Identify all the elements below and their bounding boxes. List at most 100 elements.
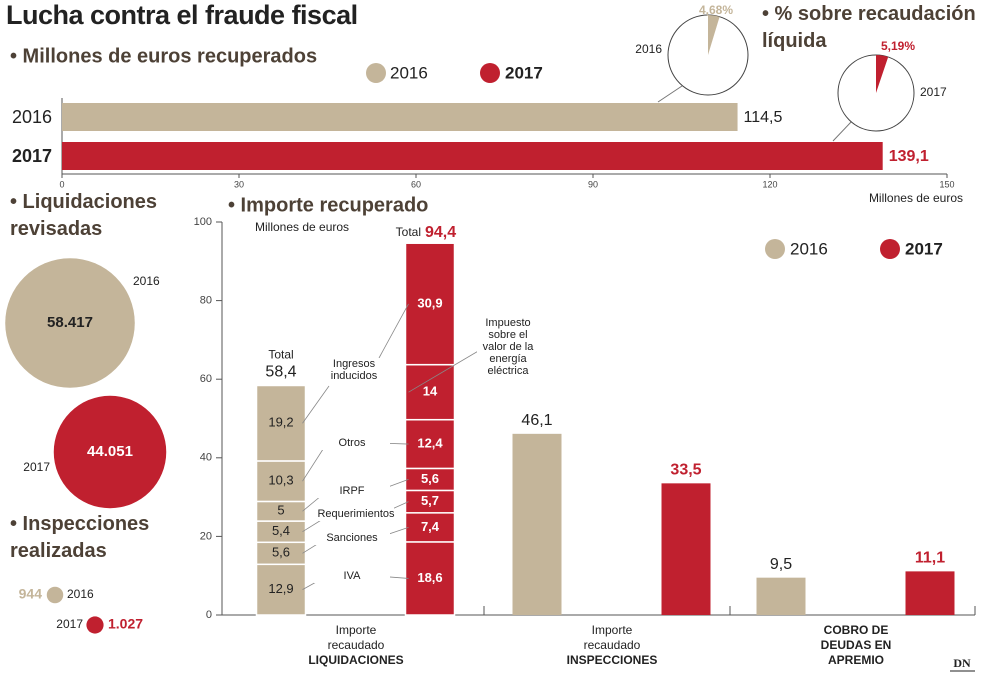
pie-slice xyxy=(876,55,889,93)
total-label: Total xyxy=(396,225,421,239)
value-label: 33,5 xyxy=(670,462,701,479)
category-label: 2017 xyxy=(12,146,52,166)
value-label: 114,5 xyxy=(744,109,783,126)
legend-label: 2016 xyxy=(790,239,828,258)
value-label: 944 xyxy=(19,586,43,602)
legend-swatch xyxy=(480,63,500,83)
connector xyxy=(832,120,853,142)
legend-label: 2017 xyxy=(505,63,543,82)
y-tick-label: 40 xyxy=(200,452,212,464)
x-tick-label: 150 xyxy=(939,179,954,189)
category-label: 2017 xyxy=(23,460,50,474)
legend-swatch xyxy=(880,239,900,259)
bubble xyxy=(46,586,64,604)
breakdown-name: IRPF xyxy=(339,485,364,497)
stack-segment xyxy=(404,418,456,470)
breakdown-name: Sanciones xyxy=(326,532,378,544)
segment-label: 5,7 xyxy=(421,493,439,508)
legend-swatch xyxy=(765,239,785,259)
section-title: • Millones de euros recuperados xyxy=(10,45,317,67)
segment-label: 19,2 xyxy=(268,415,293,430)
value-label: 58.417 xyxy=(47,314,93,331)
x-tick-label: 90 xyxy=(588,179,598,189)
pie-slice xyxy=(708,15,720,55)
value-label: 1.027 xyxy=(108,616,143,632)
category-bold: LIQUIDACIONES xyxy=(308,653,404,667)
category-label: 2016 xyxy=(635,42,662,56)
value-label: 4,68% xyxy=(699,3,733,17)
value-label: 44.051 xyxy=(87,443,133,460)
label-bg xyxy=(318,507,394,521)
label-bg xyxy=(314,436,390,450)
value-label: 5,19% xyxy=(881,39,915,53)
connector xyxy=(657,85,683,103)
bar xyxy=(661,483,711,615)
segment-label: 12,9 xyxy=(268,581,293,596)
bubble xyxy=(86,616,104,634)
category-label: 2016 xyxy=(12,107,52,127)
breakdown-name: Requerimientos xyxy=(317,508,395,520)
value-label: 139,1 xyxy=(889,148,929,165)
category-label: 2016 xyxy=(67,587,94,601)
page-title: Lucha contra el fraude fiscal xyxy=(6,0,358,30)
breakdown-name: Impuesto sobre el valor de la energía el… xyxy=(477,317,539,377)
legend-swatch xyxy=(366,63,386,83)
y-tick-label: 0 xyxy=(206,609,212,621)
stack-segment xyxy=(404,242,456,366)
bar xyxy=(62,142,883,170)
category-bold: INSPECCIONES xyxy=(566,653,658,667)
value-label: 94,4 xyxy=(425,224,456,241)
label-bg xyxy=(314,569,390,583)
logo: DN xyxy=(953,656,971,670)
segment-label: 14 xyxy=(423,384,438,399)
category-label: Importe recaudado LIQUIDACIONES xyxy=(296,623,416,668)
bar xyxy=(512,433,562,615)
label-bg xyxy=(314,531,390,545)
category-label: COBRO DE DEUDAS EN APREMIO xyxy=(796,623,916,668)
leader-line xyxy=(302,385,330,424)
total-label: Total xyxy=(268,348,293,362)
x-axis-label: Millones de euros xyxy=(869,191,963,205)
bar xyxy=(62,103,738,131)
legend-label: 2017 xyxy=(905,239,943,258)
section-title: • Liquidaciones revisadas xyxy=(10,191,158,240)
y-tick-label: 80 xyxy=(200,295,212,307)
stack-segment xyxy=(404,512,456,543)
breakdown-name: Otros xyxy=(339,437,366,449)
value-label: 58,4 xyxy=(265,364,296,381)
legend-label: 2016 xyxy=(390,63,428,82)
breakdown-name: Ingresos inducidos xyxy=(326,358,382,382)
section-title: • Importe recuperado xyxy=(228,194,428,216)
category-text: Importe recaudado xyxy=(327,623,385,652)
bubble xyxy=(53,395,167,509)
x-tick-label: 60 xyxy=(411,179,421,189)
y-tick-label: 60 xyxy=(200,373,212,385)
y-axis-label: Millones de euros xyxy=(255,220,349,234)
segment-label: 12,4 xyxy=(417,435,443,450)
category-label: 2016 xyxy=(133,274,160,288)
segment-label: 5,6 xyxy=(272,545,290,560)
value-label: 46,1 xyxy=(521,412,552,429)
segment-label: 18,6 xyxy=(417,570,442,585)
segment-label: 30,9 xyxy=(417,295,442,310)
leader-line xyxy=(408,349,481,393)
category-label: Importe recaudado INSPECCIONES xyxy=(552,623,672,668)
segment-label: 10,3 xyxy=(268,473,293,488)
stack-segment xyxy=(255,384,307,462)
leader-line xyxy=(378,303,409,359)
x-tick-label: 120 xyxy=(762,179,777,189)
segment-label: 5 xyxy=(277,503,284,518)
value-label: 9,5 xyxy=(770,556,792,573)
label-bg xyxy=(314,484,390,498)
x-tick-label: 0 xyxy=(59,179,64,189)
segment-label: 5,4 xyxy=(272,523,290,538)
segment-label: 5,6 xyxy=(421,471,439,486)
category-label: 2017 xyxy=(920,85,947,99)
bubble xyxy=(5,258,135,388)
bar xyxy=(756,577,806,615)
section-title: • Inspecciones realizadas xyxy=(10,513,150,562)
segment-label: 7,4 xyxy=(421,519,440,534)
